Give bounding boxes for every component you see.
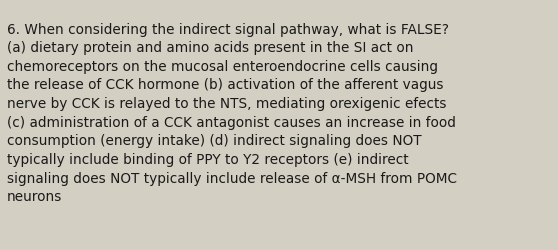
Text: 6. When considering the indirect signal pathway, what is FALSE?
(a) dietary prot: 6. When considering the indirect signal … [7, 22, 456, 203]
